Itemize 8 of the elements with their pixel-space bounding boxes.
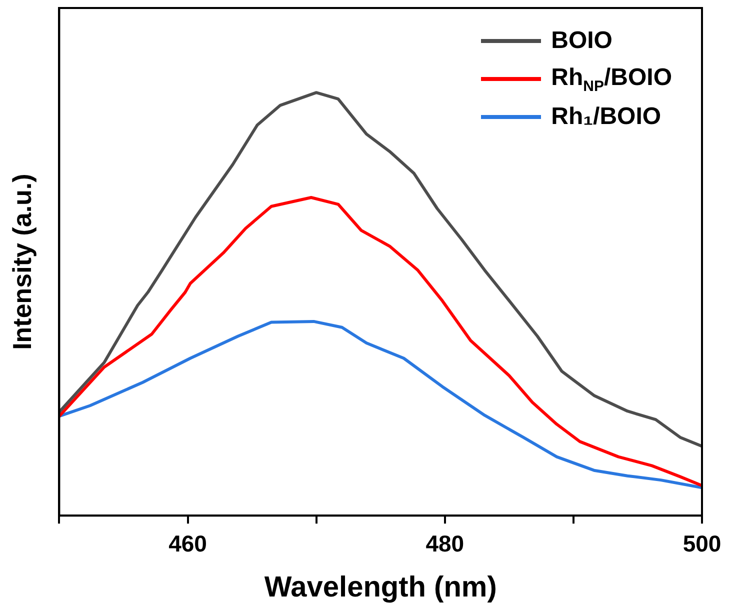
x-axis-title: Wavelength (nm) (264, 572, 497, 604)
legend-label: BOIO (551, 27, 612, 55)
y-axis-title: Intensity (a.u.) (6, 174, 37, 350)
x-tick-label: 500 (682, 530, 722, 557)
legend-label: Rh$_{NP}$/BOIO (551, 64, 672, 94)
legend-label: Rh₁/BOIO (551, 103, 662, 131)
x-tick-label: 480 (426, 530, 464, 557)
x-tick-label: 460 (168, 530, 207, 557)
